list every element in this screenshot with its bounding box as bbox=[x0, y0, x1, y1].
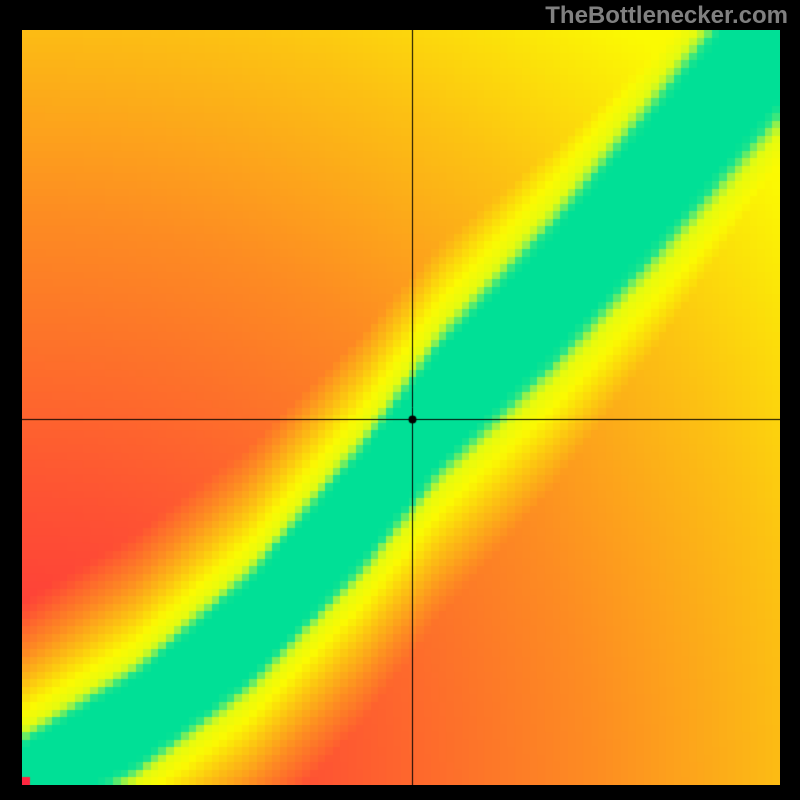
watermark-text: TheBottlenecker.com bbox=[545, 2, 788, 30]
chart-container: TheBottlenecker.com bbox=[0, 0, 800, 800]
bottleneck-heatmap bbox=[22, 30, 780, 785]
